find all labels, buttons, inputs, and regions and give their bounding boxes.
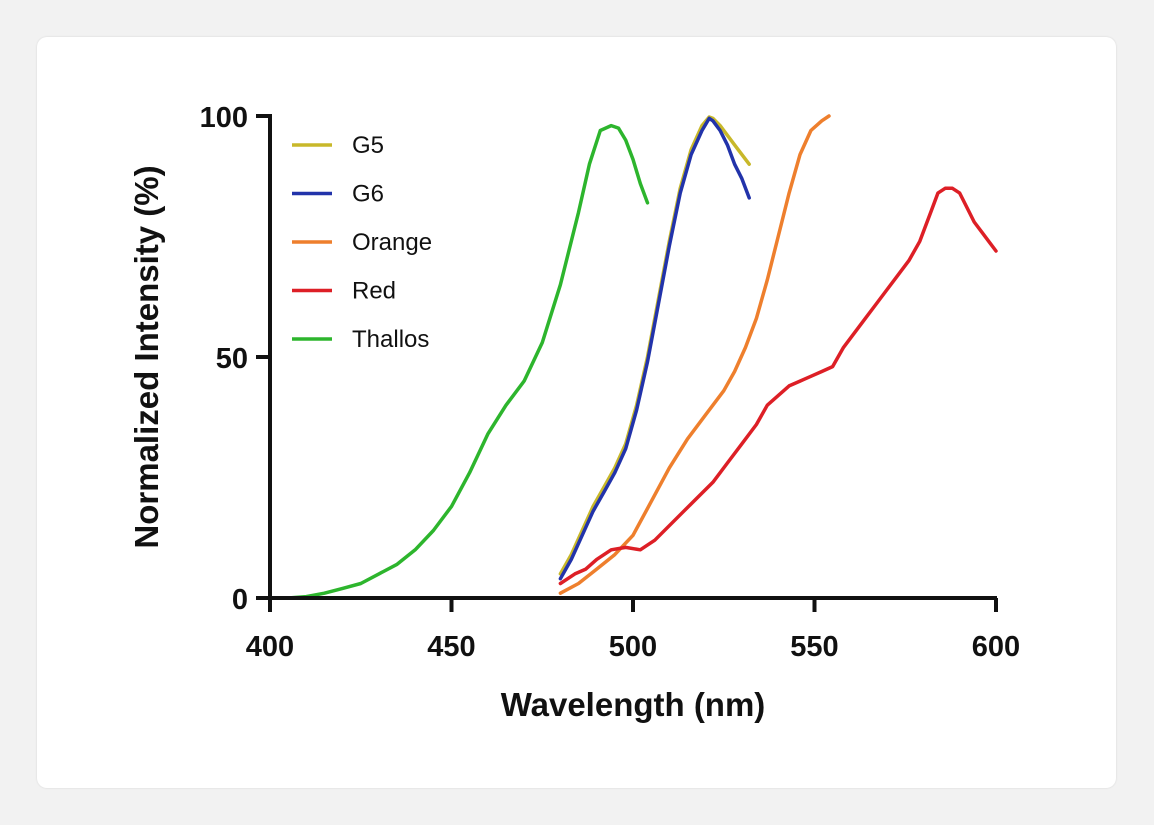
x-tick-label: 550	[790, 631, 838, 663]
series-lines	[268, 114, 998, 600]
x-axis-title: Wavelength (nm)	[501, 686, 766, 723]
legend-label-g5: G5	[352, 132, 384, 159]
axis-ticks: 400 450 500 550 600 0 50 100	[200, 102, 1021, 663]
y-axis-title: Normalized Intensity (%)	[128, 165, 165, 548]
legend-label-thallos: Thallos	[352, 326, 429, 353]
x-tick-label: 600	[972, 631, 1020, 663]
series-line-g6	[558, 116, 751, 581]
series-line-red	[558, 186, 998, 586]
legend: G5 G6 Orange Red Thallos	[292, 132, 432, 353]
y-tick-label: 50	[216, 343, 248, 375]
x-tick-label: 500	[609, 631, 657, 663]
x-tick-label: 400	[246, 631, 294, 663]
x-tick-label: 450	[427, 631, 475, 663]
series-line-orange	[558, 114, 831, 595]
series-line-thallos	[268, 123, 650, 600]
series-line-g5	[558, 115, 751, 576]
chart-card	[37, 37, 1116, 788]
legend-label-red: Red	[352, 278, 396, 305]
y-tick-label: 0	[232, 584, 248, 616]
legend-label-orange: Orange	[352, 229, 432, 256]
y-tick-label: 100	[200, 102, 248, 134]
legend-label-g6: G6	[352, 181, 384, 208]
